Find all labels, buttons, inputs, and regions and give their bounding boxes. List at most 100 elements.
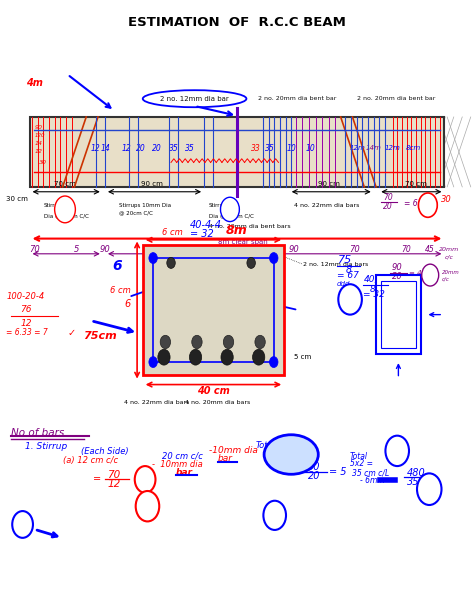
Text: 8cm: 8cm: [406, 145, 421, 152]
Text: 12: 12: [91, 144, 100, 153]
Text: Total: Total: [350, 452, 368, 461]
Text: = 14: = 14: [254, 272, 274, 281]
Text: 10mm dia: 10mm dia: [266, 450, 316, 459]
Text: 4 no. 20mm dia bent bars: 4 no. 20mm dia bent bars: [209, 224, 291, 229]
Text: 2 no. 12mm dia bars: 2 no. 12mm dia bars: [303, 262, 368, 267]
Circle shape: [385, 436, 409, 466]
Text: 6 cm: 6 cm: [110, 286, 131, 295]
Circle shape: [220, 197, 239, 222]
Text: 90: 90: [308, 462, 320, 472]
Text: 20: 20: [136, 144, 145, 153]
Text: 12: 12: [344, 295, 356, 304]
Text: 90: 90: [35, 125, 42, 130]
Text: -10mm dia: -10mm dia: [209, 446, 257, 455]
Text: 8m: 8m: [226, 224, 248, 237]
Text: 40 cm: 40 cm: [197, 386, 230, 396]
Text: 70: 70: [108, 470, 121, 480]
Text: 14m: 14m: [366, 145, 382, 152]
Ellipse shape: [264, 435, 318, 474]
Text: 20mm: 20mm: [442, 270, 460, 275]
Circle shape: [221, 349, 233, 365]
Text: 14: 14: [100, 144, 110, 153]
Text: = 45: = 45: [409, 269, 426, 276]
Text: 12: 12: [121, 144, 131, 153]
Text: 100-20-4: 100-20-4: [6, 292, 45, 301]
Text: No of bars: No of bars: [11, 428, 64, 438]
Text: 5x2 =: 5x2 =: [350, 458, 373, 467]
Text: 70: 70: [349, 245, 360, 254]
Text: = 5: = 5: [329, 467, 346, 477]
Text: 10: 10: [305, 144, 315, 153]
Text: =: =: [93, 474, 101, 484]
Text: 75cm: 75cm: [83, 331, 117, 341]
Text: ddd: ddd: [337, 281, 350, 287]
Circle shape: [158, 349, 170, 365]
Text: Stirrups: Stirrups: [209, 203, 230, 208]
Bar: [153, 258, 274, 362]
Circle shape: [192, 335, 202, 349]
Text: 480: 480: [407, 468, 425, 478]
Text: Dia @ 12cm C/C: Dia @ 12cm C/C: [44, 214, 89, 219]
Text: 12: 12: [108, 479, 121, 489]
Text: 40 cm: 40 cm: [204, 365, 223, 371]
Text: 45: 45: [425, 245, 435, 254]
Text: 12: 12: [20, 319, 32, 327]
Text: 14: 14: [423, 485, 436, 494]
Text: 6 cm: 6 cm: [162, 228, 182, 237]
Text: 76: 76: [20, 306, 32, 314]
Text: bar: bar: [176, 467, 193, 477]
Text: c/c: c/c: [442, 276, 450, 281]
Text: 35: 35: [265, 144, 275, 153]
Text: 8: 8: [346, 265, 352, 275]
Text: 120: 120: [35, 133, 45, 138]
Text: 30: 30: [441, 194, 452, 203]
Text: 20: 20: [308, 471, 320, 481]
Circle shape: [160, 335, 171, 349]
Text: 6: 6: [142, 475, 148, 485]
Circle shape: [422, 264, 438, 286]
Text: 10: 10: [391, 447, 403, 455]
Bar: [30, 117, 444, 187]
Circle shape: [136, 491, 159, 521]
Text: = 32: = 32: [363, 290, 385, 299]
Text: 20mm: 20mm: [439, 247, 459, 252]
Text: -  10mm dia: - 10mm dia: [152, 460, 203, 469]
Text: 1. Stirrup: 1. Stirrup: [25, 442, 67, 451]
Text: 30: 30: [39, 160, 47, 165]
Text: = 6.33 = 7: = 6.33 = 7: [6, 328, 48, 337]
Text: Stirrups 10mm Dia: Stirrups 10mm Dia: [119, 203, 171, 208]
Text: 35 cm c/L: 35 cm c/L: [353, 468, 390, 477]
Text: 12m: 12m: [349, 145, 365, 152]
Text: 90: 90: [100, 245, 110, 254]
Text: 5: 5: [74, 245, 80, 254]
Text: 20: 20: [392, 272, 402, 281]
Text: 35: 35: [169, 144, 178, 153]
Text: - 6mm: - 6mm: [359, 475, 384, 485]
Circle shape: [55, 196, 75, 223]
Circle shape: [167, 257, 175, 268]
Text: 4 no. 22mm dia bars: 4 no. 22mm dia bars: [124, 400, 189, 405]
Circle shape: [253, 349, 265, 365]
Text: 10mm: 10mm: [57, 207, 73, 212]
Circle shape: [247, 257, 255, 268]
Text: 4m: 4m: [26, 78, 43, 89]
Text: 6: 6: [125, 299, 131, 309]
Bar: [381, 281, 416, 348]
Circle shape: [223, 335, 234, 349]
Bar: [376, 275, 421, 354]
Text: = 6: = 6: [404, 199, 418, 208]
Circle shape: [417, 474, 441, 505]
Text: 480: 480: [157, 263, 176, 273]
Text: 90 cm: 90 cm: [318, 181, 340, 188]
Text: bar: bar: [218, 454, 233, 463]
Text: c: c: [272, 510, 278, 521]
Circle shape: [149, 357, 157, 368]
Text: 4 no. 22mm dia bars: 4 no. 22mm dia bars: [293, 203, 359, 208]
Circle shape: [135, 466, 155, 493]
Text: 90: 90: [392, 263, 402, 273]
Text: @ 20cm C/C: @ 20cm C/C: [119, 210, 153, 215]
Text: = 67: = 67: [337, 271, 359, 280]
Circle shape: [419, 193, 438, 218]
Text: 6: 6: [144, 501, 151, 511]
Text: (a) 12 cm c/c: (a) 12 cm c/c: [63, 456, 118, 465]
